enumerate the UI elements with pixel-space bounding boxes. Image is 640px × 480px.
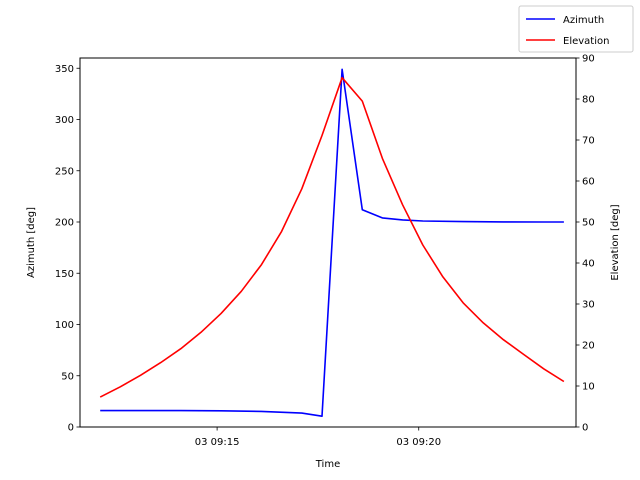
y-left-tick-label: 250 <box>55 166 74 177</box>
y-left-tick-label: 150 <box>55 269 74 280</box>
y-right-tick-label: 50 <box>582 218 595 229</box>
legend-label-elevation: Elevation <box>563 36 609 47</box>
series-line-azimuth <box>100 68 564 418</box>
legend-label-azimuth: Azimuth <box>563 15 604 26</box>
y-axis-right-label: Elevation [deg] <box>610 204 621 280</box>
y-axis-left-label: Azimuth [deg] <box>26 207 37 278</box>
plot-frame <box>79 57 577 428</box>
y-left-tick-label: 200 <box>55 218 74 229</box>
y-left-tick-label: 300 <box>55 115 74 126</box>
y-left-tick-label: 350 <box>55 64 74 75</box>
y-right-tick-label: 70 <box>582 136 595 147</box>
y-right-tick-label: 20 <box>582 341 595 352</box>
tick-layer: 0 50 100 150 200 250 300 350 0 10 20 30 40 50 60 70 80 90… <box>55 54 595 448</box>
y-right-tick-label: 80 <box>582 95 595 106</box>
x-tick-label: 03 09:15 <box>195 437 240 448</box>
y-left-tick-label: 50 <box>61 371 74 382</box>
series-line-elevation <box>99 76 565 398</box>
y-right-tick-label: 30 <box>582 300 595 311</box>
y-right-tick-label: 90 <box>582 54 595 65</box>
y-right-tick-label: 40 <box>582 259 595 270</box>
y-left-tick-label: 0 <box>68 423 74 434</box>
y-left-tick-label: 100 <box>55 320 74 331</box>
x-tick-label: 03 09:20 <box>396 437 441 448</box>
y-right-tick-label: 10 <box>582 382 595 393</box>
y-right-tick-label: 0 <box>582 423 588 434</box>
x-axis-label: Time <box>315 459 340 470</box>
y-right-tick-label: 60 <box>582 177 595 188</box>
legend: Azimuth Elevation <box>518 5 634 53</box>
series-layer <box>99 68 565 418</box>
